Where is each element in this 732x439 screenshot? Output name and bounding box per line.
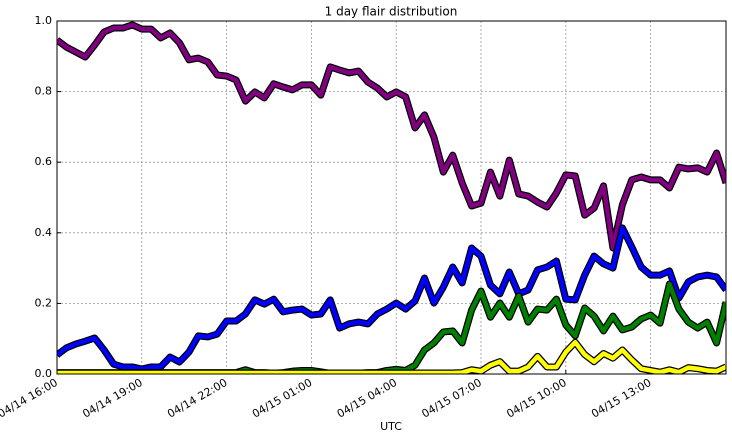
line-outline <box>57 224 726 373</box>
x-tick-label: 04/14 16:00 <box>0 376 60 421</box>
x-tick-label: 04/15 10:00 <box>504 376 568 421</box>
x-axis-label: UTC <box>380 420 402 433</box>
y-tick-label: 0.6 <box>35 155 53 168</box>
y-tick-label: 0.4 <box>35 226 53 239</box>
x-tick-label: 04/14 22:00 <box>165 376 229 421</box>
plot-frame <box>56 20 727 375</box>
x-tick-label: 04/15 07:00 <box>420 376 484 421</box>
y-tick-label: 0.0 <box>35 367 53 380</box>
y-tick-label: 0.2 <box>35 296 53 309</box>
x-tick-label: 04/15 01:00 <box>250 376 314 421</box>
y-tick-label: 1.0 <box>35 14 53 27</box>
x-tick-label: 04/14 19:00 <box>80 376 144 421</box>
line <box>57 22 726 251</box>
y-tick-label: 0.8 <box>35 85 53 98</box>
x-tick-label: 04/15 04:00 <box>335 376 399 421</box>
line <box>57 339 726 374</box>
line-outline <box>57 21 726 252</box>
chart-title: 1 day flair distribution <box>325 5 458 19</box>
line <box>57 281 726 374</box>
line <box>57 225 726 372</box>
x-tick-label: 04/15 13:00 <box>589 376 653 421</box>
